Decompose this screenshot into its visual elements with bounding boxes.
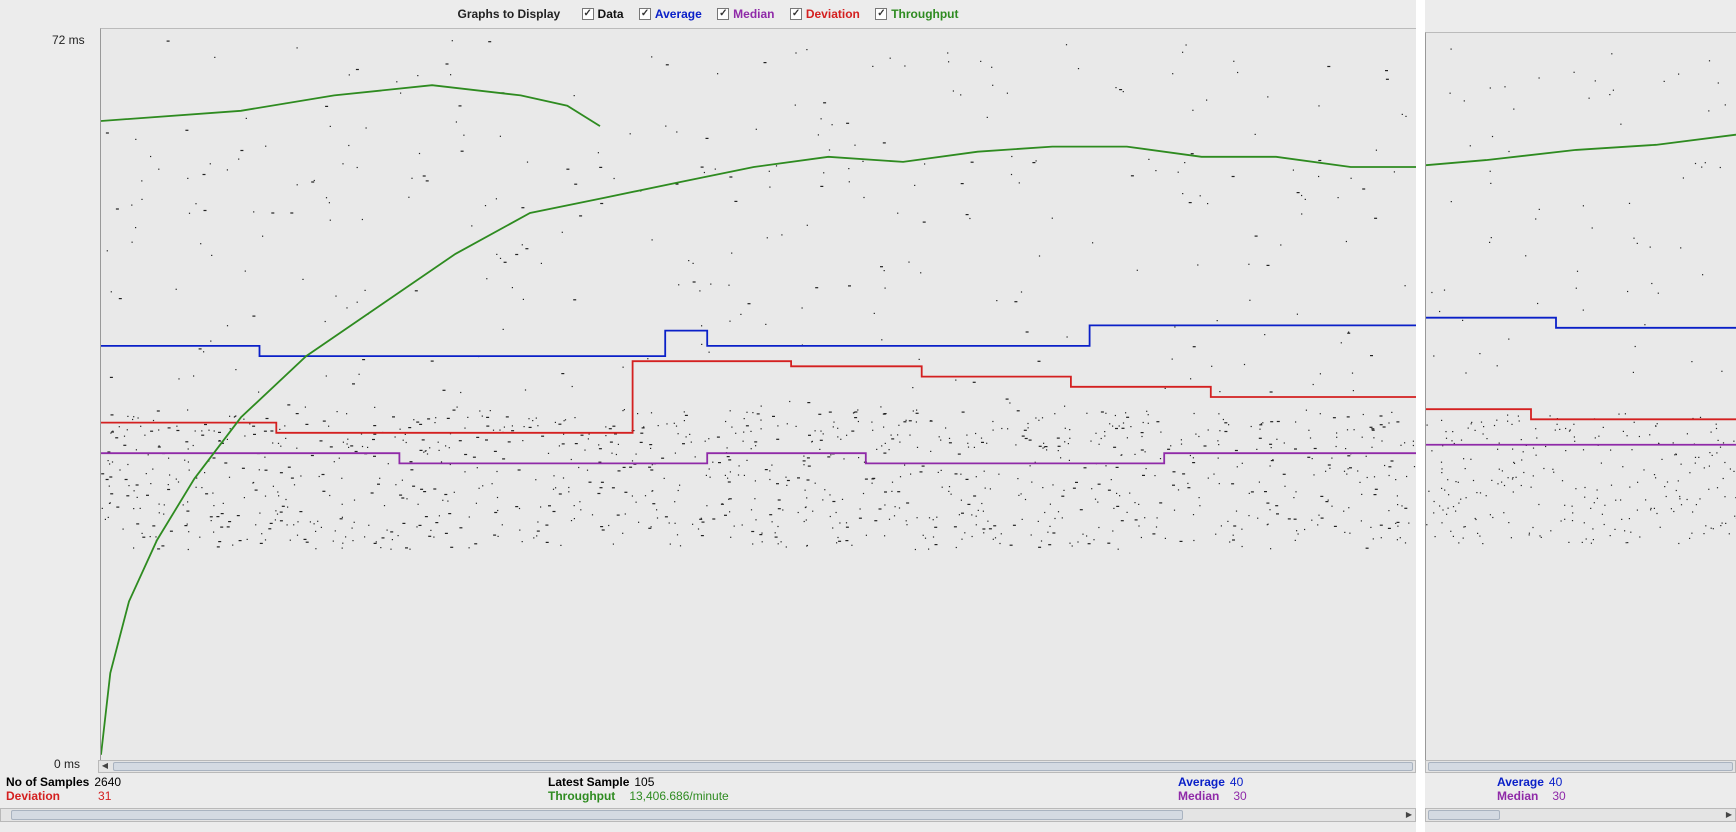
graphs-to-display-legend: Graphs to Display Data Average Median De… — [0, 6, 1416, 24]
series-line-average-0 — [101, 324, 1416, 358]
legend-title: Graphs to Display — [457, 7, 561, 21]
right-graph-scroll-thumb[interactable] — [1428, 762, 1733, 771]
series-line-median-1 — [101, 452, 1416, 465]
right-average-stat: Average 40 — [1497, 776, 1562, 789]
legend-label-median: Median — [733, 7, 775, 21]
median-label: Median — [1178, 789, 1220, 803]
deviation-label: Deviation — [6, 789, 61, 803]
right-series-throughput — [1426, 133, 1736, 167]
deviation-checkbox[interactable] — [789, 6, 802, 22]
throughput-stat: Throughput 13,406.686/minute — [548, 790, 729, 803]
legend-item-average[interactable]: Average — [638, 6, 702, 22]
right-average-value: 40 — [1548, 775, 1563, 789]
latest-sample-stat: Latest Sample 105 — [548, 776, 654, 789]
y-axis-min-label: 0 ms — [54, 757, 81, 771]
throughput-checkbox[interactable] — [875, 6, 888, 22]
right-graph — [1426, 48, 1736, 545]
graph-horizontal-scrollbar[interactable]: ◀ — [98, 760, 1416, 773]
samples-stat: No of Samples 2640 — [6, 776, 121, 789]
series-line-throughput-4 — [101, 84, 601, 127]
legend-item-throughput[interactable]: Throughput — [875, 6, 959, 22]
right-window-scroll-thumb[interactable] — [1428, 810, 1500, 820]
right-average-label: Average — [1497, 775, 1544, 789]
legend-label-data: Data — [597, 7, 624, 21]
deviation-value: 31 — [98, 789, 112, 803]
throughput-value: 13,406.686/minute — [629, 789, 729, 803]
right-series-average — [1426, 316, 1736, 329]
throughput-label: Throughput — [548, 789, 616, 803]
right-scroll-right-icon[interactable]: ▶ — [1725, 810, 1733, 819]
series-line-throughput-3 — [101, 145, 1416, 755]
average-checkbox[interactable] — [638, 6, 651, 22]
right-median-value: 30 — [1552, 789, 1566, 803]
plot-area-right — [1425, 32, 1736, 765]
legend-label-deviation: Deviation — [805, 7, 860, 21]
latest-sample-label: Latest Sample — [548, 775, 630, 789]
right-window-scrollbar[interactable]: ▶ — [1425, 808, 1736, 822]
scroll-right-icon[interactable]: ▶ — [1405, 810, 1413, 819]
window-horizontal-scrollbar[interactable]: ▶ — [0, 808, 1416, 822]
deviation-stat: Deviation 31 — [6, 790, 111, 803]
main-graph — [101, 40, 1416, 755]
median-value: 30 — [1233, 789, 1247, 803]
latest-sample-value: 105 — [634, 775, 655, 789]
legend-label-throughput: Throughput — [891, 7, 959, 21]
right-series-deviation — [1426, 408, 1736, 421]
legend-label-average: Average — [654, 7, 702, 21]
legend-item-deviation[interactable]: Deviation — [789, 6, 860, 22]
average-label: Average — [1178, 775, 1225, 789]
window-scroll-thumb[interactable] — [11, 810, 1183, 820]
scroll-left-icon[interactable]: ◀ — [101, 761, 109, 770]
plot-area — [100, 28, 1416, 765]
samples-label: No of Samples — [6, 775, 90, 789]
right-median-stat: Median 30 — [1497, 790, 1566, 803]
legend-item-data[interactable]: Data — [581, 6, 624, 22]
right-graph-scrollbar[interactable] — [1425, 760, 1736, 773]
data-checkbox[interactable] — [581, 6, 594, 22]
right-data-samples — [1426, 48, 1736, 545]
series-line-deviation-2 — [101, 360, 1416, 434]
y-axis-max-label: 72 ms — [52, 33, 85, 47]
graph-scroll-thumb[interactable] — [113, 762, 1413, 771]
legend-item-median[interactable]: Median — [717, 6, 775, 22]
median-stat: Median 30 — [1178, 790, 1247, 803]
graph-results-panel: Graphs to Display Data Average Median De… — [0, 0, 1416, 832]
average-stat: Average 40 — [1178, 776, 1243, 789]
median-checkbox[interactable] — [717, 6, 730, 22]
samples-value: 2640 — [94, 775, 122, 789]
data-samples — [101, 40, 1416, 551]
graph-results-panel-right: Average 40 Median 30 ▶ — [1425, 0, 1736, 832]
average-value: 40 — [1229, 775, 1244, 789]
right-median-label: Median — [1497, 789, 1539, 803]
